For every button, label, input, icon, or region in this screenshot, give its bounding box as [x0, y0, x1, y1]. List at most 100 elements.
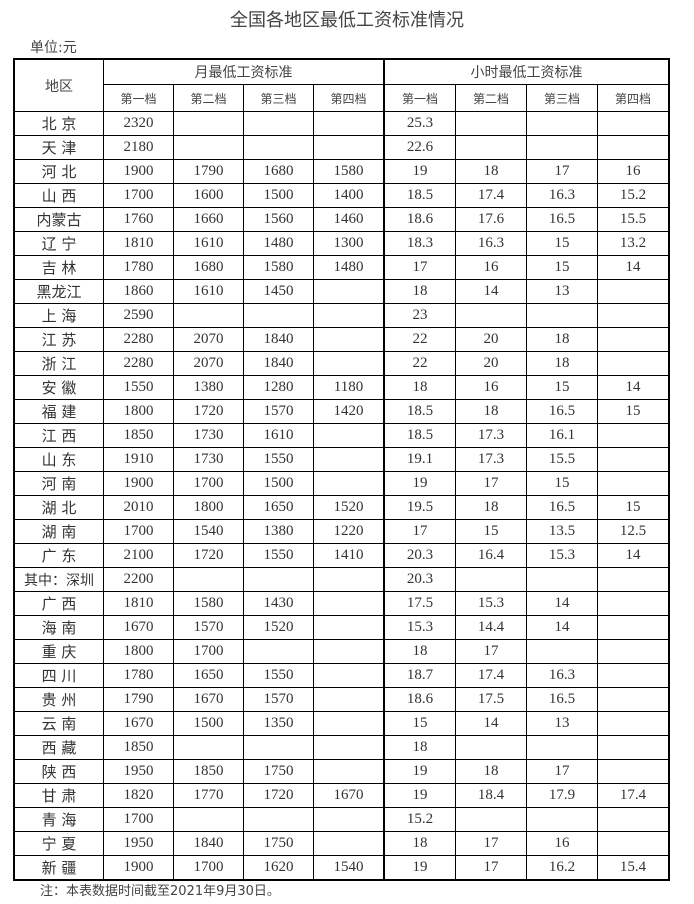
monthly-wage-cell: 1610: [173, 279, 244, 304]
hourly-wage-cell: 17.4: [455, 663, 527, 688]
hourly-wage-cell: 18.5: [383, 399, 456, 424]
hourly-wage-cell: [455, 111, 527, 136]
monthly-wage-cell: 2070: [173, 327, 244, 352]
monthly-wage-cell: [313, 471, 385, 496]
monthly-wage-cell: [313, 135, 385, 160]
monthly-wage-cell: 1770: [173, 783, 244, 808]
hourly-wage-cell: 18: [455, 159, 527, 184]
region-cell: 浙 江: [13, 351, 104, 376]
hourly-wage-cell: 13: [526, 279, 598, 304]
monthly-wage-cell: 1570: [243, 687, 314, 712]
hourly-wage-cell: 14: [526, 591, 598, 616]
monthly-wage-cell: 1810: [103, 231, 174, 256]
hourly-wage-cell: 17.4: [597, 783, 670, 808]
region-cell: 青 海: [13, 807, 104, 832]
monthly-wage-cell: 1840: [173, 831, 244, 856]
hourly-wage-cell: 14: [597, 543, 670, 568]
hourly-wage-cell: [597, 279, 670, 304]
hourly-wage-cell: [526, 807, 598, 832]
hourly-tier-header: 第二档: [455, 84, 527, 112]
header-region: 地区: [13, 58, 104, 112]
hourly-wage-cell: 19: [383, 783, 456, 808]
monthly-wage-cell: [313, 639, 385, 664]
hourly-wage-cell: 19.1: [383, 447, 456, 472]
monthly-wage-cell: [243, 135, 314, 160]
table-row: 甘 肃 1820 1770 1720 1670 19 18.4 17.9 17.4: [13, 783, 670, 808]
monthly-wage-cell: 1950: [103, 759, 174, 784]
region-cell: 福 建: [13, 399, 104, 424]
monthly-wage-cell: [313, 759, 385, 784]
page-title: 全国各地区最低工资标准情况: [230, 10, 464, 31]
monthly-wage-cell: [313, 663, 385, 688]
monthly-wage-cell: 1720: [173, 543, 244, 568]
hourly-wage-cell: 18: [383, 639, 456, 664]
hourly-wage-cell: 18.4: [455, 783, 527, 808]
monthly-wage-cell: 1680: [173, 255, 244, 280]
table-row: 西 藏 1850 18: [13, 735, 670, 760]
monthly-wage-cell: [313, 447, 385, 472]
hourly-wage-cell: 16.1: [526, 423, 598, 448]
monthly-wage-cell: 1430: [243, 591, 314, 616]
table-row: 江 西 1850 1730 1610 18.5 17.3 16.1: [13, 423, 670, 448]
hourly-wage-cell: 15: [526, 471, 598, 496]
monthly-wage-cell: 2590: [103, 303, 174, 328]
monthly-wage-cell: 1700: [173, 471, 244, 496]
hourly-wage-cell: 16: [526, 831, 598, 856]
monthly-wage-cell: 1730: [173, 423, 244, 448]
hourly-wage-cell: 17: [455, 831, 527, 856]
monthly-wage-cell: 1220: [313, 519, 385, 544]
monthly-wage-cell: 1780: [103, 255, 174, 280]
region-cell: 其中：深圳: [13, 567, 104, 592]
region-cell: 内蒙古: [13, 207, 104, 232]
monthly-wage-cell: 1700: [103, 519, 174, 544]
table-row: 新 疆 1900 1700 1620 1540 19 17 16.2 15.4: [13, 855, 670, 881]
region-cell: 北 京: [13, 111, 104, 136]
monthly-wage-cell: 1650: [173, 663, 244, 688]
hourly-wage-cell: [597, 639, 670, 664]
hourly-wage-cell: 15: [526, 231, 598, 256]
hourly-wage-cell: 18: [455, 399, 527, 424]
monthly-wage-cell: 1380: [243, 519, 314, 544]
hourly-wage-cell: 19: [383, 759, 456, 784]
monthly-wage-cell: [243, 807, 314, 832]
monthly-wage-cell: [313, 687, 385, 712]
hourly-wage-cell: 18: [455, 759, 527, 784]
hourly-wage-cell: 15.5: [526, 447, 598, 472]
monthly-wage-cell: 1800: [103, 399, 174, 424]
region-cell: 新 疆: [13, 855, 104, 881]
hourly-wage-cell: [597, 327, 670, 352]
hourly-wage-cell: 18: [383, 279, 456, 304]
table-row: 海 南 1670 1570 1520 15.3 14.4 14: [13, 615, 670, 640]
hourly-tier-header: 第三档: [526, 84, 598, 112]
hourly-wage-cell: [597, 831, 670, 856]
monthly-wage-cell: 1620: [243, 855, 314, 881]
monthly-tier-header: 第四档: [313, 84, 385, 112]
region-cell: 湖 南: [13, 519, 104, 544]
monthly-tier-header: 第一档: [103, 84, 174, 112]
monthly-wage-cell: 1670: [313, 783, 385, 808]
hourly-wage-cell: 17: [526, 159, 598, 184]
monthly-wage-cell: [313, 831, 385, 856]
table-row: 贵 州 1790 1670 1570 18.6 17.5 16.5: [13, 687, 670, 712]
monthly-wage-cell: 2010: [103, 495, 174, 520]
monthly-wage-cell: 1750: [243, 759, 314, 784]
hourly-wage-cell: 17: [526, 759, 598, 784]
hourly-wage-cell: 16: [455, 375, 527, 400]
monthly-wage-cell: [173, 807, 244, 832]
hourly-wage-cell: 18: [383, 735, 456, 760]
monthly-wage-cell: 1850: [103, 735, 174, 760]
hourly-wage-cell: 17.6: [455, 207, 527, 232]
table-row: 江 苏 2280 2070 1840 22 20 18: [13, 327, 670, 352]
hourly-wage-cell: 25.3: [383, 111, 456, 136]
region-cell: 安 徽: [13, 375, 104, 400]
hourly-wage-cell: 18: [526, 351, 598, 376]
monthly-wage-cell: [313, 327, 385, 352]
hourly-wage-cell: 15.2: [597, 183, 670, 208]
hourly-wage-cell: 18: [455, 495, 527, 520]
monthly-wage-cell: 1670: [103, 615, 174, 640]
monthly-wage-cell: [313, 711, 385, 736]
monthly-wage-cell: 1660: [173, 207, 244, 232]
region-cell: 上 海: [13, 303, 104, 328]
monthly-wage-cell: 1900: [103, 159, 174, 184]
monthly-wage-cell: 1900: [103, 855, 174, 881]
